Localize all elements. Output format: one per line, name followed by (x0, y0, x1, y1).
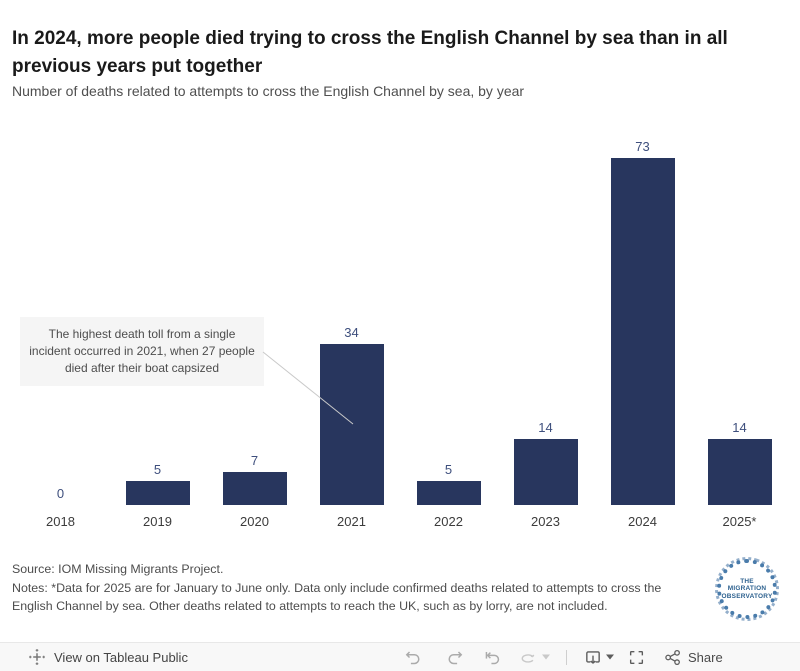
x-tick-label: 2023 (531, 514, 560, 529)
bar-column-2019: 5 2019 (109, 110, 206, 529)
migration-observatory-logo: THE MIGRATION OBSERVATORY (717, 559, 777, 619)
title-line-1: In 2024, more people died trying to cros… (12, 28, 728, 49)
bar-column-2025*: 14 2025* (691, 110, 788, 529)
bar-value-label: 73 (635, 139, 650, 155)
share-label[interactable]: Share (688, 649, 723, 665)
refresh-button (519, 649, 536, 666)
footer-notes: Source: IOM Missing Migrants Project. No… (12, 560, 661, 616)
view-on-tableau-public-label[interactable]: View on Tableau Public (54, 649, 188, 665)
download-icon[interactable] (584, 649, 602, 666)
annotation-line-1: The highest death toll from a single (48, 327, 236, 341)
caret-down-icon[interactable] (605, 654, 615, 660)
bar-value-label: 14 (732, 419, 747, 435)
bar-2020[interactable] (222, 471, 287, 505)
toolbar-separator (566, 649, 567, 665)
share-icon[interactable] (664, 649, 681, 666)
x-tick-label: 2020 (240, 514, 269, 529)
redo-button[interactable] (447, 649, 464, 666)
revert-icon[interactable] (484, 649, 501, 666)
bar-column-2018: 0 2018 (12, 110, 109, 529)
bar-2023[interactable] (513, 438, 578, 505)
share-button[interactable]: Share (664, 649, 723, 666)
title-line-2: previous years put together (12, 56, 263, 77)
tableau-logo-icon[interactable] (28, 648, 46, 666)
tableau-toolbar: View on Tableau Public (0, 642, 800, 671)
bar-2019[interactable] (125, 481, 190, 505)
annotation-line-3: died after their boat capsized (64, 361, 220, 375)
bar-column-2021: 34 2021 (303, 110, 400, 529)
bar-column-2024: 73 2024 (594, 110, 691, 529)
bar-value-label: 34 (344, 324, 359, 340)
view-on-tableau-public-link[interactable]: View on Tableau Public (28, 648, 188, 666)
logo-line-2: MIGRATION (727, 585, 767, 593)
refresh-dropdown-caret (541, 654, 551, 660)
bar-value-label: 0 (56, 486, 65, 501)
bar-value-label: 7 (250, 452, 259, 468)
undo-icon[interactable] (404, 649, 421, 666)
x-tick-label: 2021 (337, 514, 366, 529)
x-tick-label: 2025* (722, 514, 757, 529)
bar-value-label: 14 (538, 419, 553, 435)
revert-button[interactable] (484, 649, 501, 666)
bar-column-2022: 5 2022 (400, 110, 497, 529)
source-text: Source: IOM Missing Migrants Project. (12, 562, 224, 576)
bar-column-2023: 14 2023 (497, 110, 594, 529)
chart-subtitle: Number of deaths related to attempts to … (12, 83, 525, 99)
fullscreen-icon[interactable] (628, 649, 645, 666)
page-title: In 2024, more people died trying to cros… (12, 25, 728, 81)
bar-value-label: 5 (444, 462, 453, 478)
download-dropdown-caret[interactable] (605, 654, 615, 660)
notes-line-2: English Channel by sea. Other deaths rel… (12, 599, 608, 614)
x-tick-label: 2022 (434, 514, 463, 529)
fullscreen-button[interactable] (628, 649, 645, 666)
bar-chart: 0 2018 5 2019 7 2020 34 2021 5 2022 14 2023 73 2024 14… (12, 110, 788, 529)
annotation-line-2: incident occurred in 2021, when 27 peopl… (29, 344, 255, 358)
annotation-box: The highest death toll from a single inc… (20, 317, 264, 386)
refresh-icon (521, 653, 535, 663)
bar-2024[interactable] (610, 158, 675, 505)
logo-line-1: THE (740, 577, 754, 585)
x-tick-label: 2018 (46, 514, 75, 529)
undo-button[interactable] (404, 649, 421, 666)
x-tick-label: 2024 (628, 514, 657, 529)
download-button[interactable] (584, 649, 602, 666)
redo-icon[interactable] (447, 649, 464, 666)
bar-column-2020: 7 2020 (206, 110, 303, 529)
bar-value-label: 5 (153, 462, 162, 478)
x-tick-label: 2019 (143, 514, 172, 529)
bar-2022[interactable] (416, 481, 481, 505)
bar-2021[interactable] (319, 343, 384, 505)
notes-line-1: Notes: *Data for 2025 are for January to… (12, 580, 662, 595)
bar-2025*[interactable] (707, 438, 772, 505)
caret-down-icon (542, 654, 550, 660)
logo-line-3: OBSERVATORY (721, 592, 773, 600)
